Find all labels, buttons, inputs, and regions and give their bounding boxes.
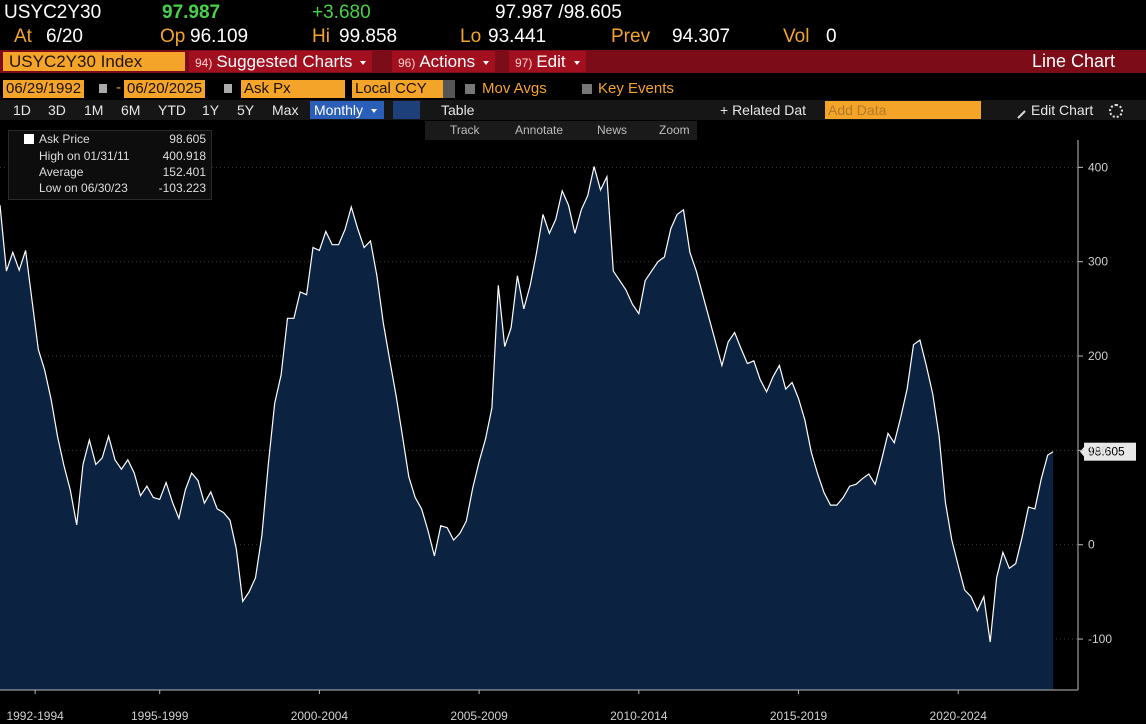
- bid-ask: 97.987 /98.605: [495, 2, 622, 23]
- add-data-input[interactable]: Add Data: [825, 101, 981, 119]
- stat-value: 94.307: [672, 26, 731, 47]
- stat-value: 400.918: [162, 149, 206, 163]
- period-button[interactable]: Max: [272, 102, 299, 118]
- checkbox-label: Key Events: [598, 80, 674, 97]
- stat-label: High on 01/31/11: [39, 149, 130, 163]
- menu-edit[interactable]: 97) Edit: [509, 51, 586, 72]
- x-tick-label: 1995-1999: [131, 709, 189, 723]
- tool-button[interactable]: News: [597, 123, 628, 137]
- x-tick-label: 2000-2004: [291, 709, 349, 723]
- calendar-icon[interactable]: [99, 84, 107, 93]
- legend-value: 98.605: [169, 132, 206, 146]
- menu-number: 97): [515, 56, 533, 70]
- legend-label: Ask Price: [39, 132, 90, 146]
- stat-label: Vol: [783, 26, 810, 47]
- period-button[interactable]: YTD: [158, 102, 186, 118]
- date-separator: -: [116, 79, 121, 96]
- tool-button[interactable]: Annotate: [515, 123, 564, 137]
- y-tick-label: 0: [1088, 538, 1095, 552]
- stat-label: Hi: [312, 26, 330, 47]
- period-button[interactable]: 6M: [121, 102, 141, 118]
- field-select[interactable]: Ask Px: [241, 80, 345, 98]
- stat-value: 152.401: [162, 165, 206, 179]
- currency-select[interactable]: Local CCY: [352, 80, 444, 98]
- stat-value: 96.109: [190, 26, 249, 47]
- period-button[interactable]: 5Y: [237, 102, 255, 118]
- stat-label: Lo: [460, 26, 482, 47]
- tool-button[interactable]: Track: [450, 123, 480, 137]
- stat-value: 93.441: [488, 26, 547, 47]
- stat-label: At: [14, 26, 32, 47]
- x-tick-label: 2005-2009: [450, 709, 508, 723]
- area-fill: [0, 166, 1054, 690]
- ticker: USYC2Y30: [4, 2, 102, 23]
- checkbox[interactable]: [465, 84, 475, 94]
- edit-chart-button[interactable]: Edit Chart: [1031, 102, 1094, 118]
- legend-swatch: [24, 134, 34, 144]
- end-date[interactable]: 06/20/2025: [124, 80, 206, 98]
- stat-value: -103.223: [158, 181, 206, 195]
- security-field[interactable]: USYC2Y30 Index: [3, 52, 185, 71]
- tool-button[interactable]: Zoom: [659, 123, 690, 137]
- stat-label: Op: [160, 26, 186, 47]
- period-button[interactable]: 1Y: [202, 102, 220, 118]
- menu-number: 96): [398, 56, 416, 70]
- dropdown-button[interactable]: [443, 80, 455, 98]
- stat-value: 99.858: [339, 26, 398, 47]
- x-tick-label: 1992-1994: [6, 709, 64, 723]
- x-tick-label: 2020-2024: [930, 709, 988, 723]
- stat-label: Prev: [611, 26, 651, 47]
- period-button[interactable]: 1M: [84, 102, 104, 118]
- x-tick-label: 2015-2019: [770, 709, 828, 723]
- y-tick-label: 200: [1088, 349, 1108, 363]
- period-button[interactable]: 1D: [13, 102, 31, 118]
- chart-style-button[interactable]: [393, 101, 420, 119]
- menu-label: Actions: [419, 52, 476, 71]
- frequency-select[interactable]: Monthly: [310, 101, 384, 119]
- change: +3.680: [312, 2, 371, 23]
- y-tick-label: -100: [1088, 632, 1112, 646]
- y-tick-label: 100: [1088, 443, 1108, 457]
- menu-label: Suggested Charts: [216, 52, 353, 71]
- y-tick-label: 400: [1088, 160, 1108, 174]
- checkbox-label: Mov Avgs: [482, 80, 547, 97]
- stat-value: 6/20: [46, 26, 83, 47]
- last-value-tag: [1084, 442, 1136, 461]
- menu-label: Edit: [536, 52, 566, 71]
- last-value-label: 98.605: [1088, 445, 1125, 459]
- legend-box: [8, 130, 212, 200]
- stat-value: 0: [826, 26, 837, 47]
- stat-label: Low on 06/30/23: [39, 181, 128, 195]
- x-tick-label: 2010-2014: [610, 709, 668, 723]
- chart-type: Line Chart: [1031, 51, 1115, 71]
- menu-number: 94): [195, 56, 213, 70]
- menu-actions[interactable]: 96) Actions: [392, 51, 496, 72]
- frequency-label: Monthly: [314, 102, 364, 118]
- period-button[interactable]: 3D: [48, 102, 66, 118]
- calendar-icon[interactable]: [224, 84, 232, 93]
- menu-suggested-charts[interactable]: 94) Suggested Charts: [189, 51, 373, 72]
- last-price: 97.987: [162, 2, 221, 23]
- tools-bar: [425, 121, 697, 140]
- start-date[interactable]: 06/29/1992: [3, 80, 85, 98]
- checkbox[interactable]: [582, 84, 592, 94]
- stat-label: Average: [39, 165, 84, 179]
- y-tick-label: 300: [1088, 255, 1108, 269]
- last-value-pointer: [1080, 445, 1085, 458]
- settings-icon[interactable]: [1109, 104, 1123, 118]
- line: [0, 166, 1054, 643]
- table-button[interactable]: Table: [441, 102, 475, 118]
- related-data-button[interactable]: + Related Dat: [720, 102, 806, 118]
